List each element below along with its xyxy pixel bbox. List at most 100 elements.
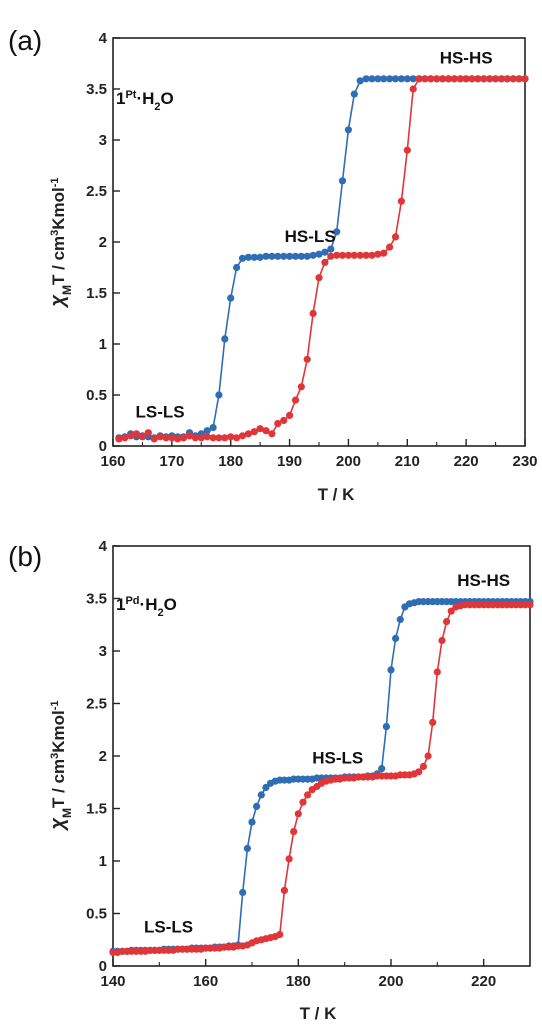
data-point-cooling bbox=[396, 615, 404, 624]
y-tick-label: 3 bbox=[99, 132, 107, 149]
y-tick-label: 1.5 bbox=[86, 801, 107, 818]
data-point-heating bbox=[386, 243, 394, 251]
y-axis-title-b: χMT / cm3Kmol-1 bbox=[47, 700, 74, 831]
data-point-heating bbox=[338, 251, 347, 259]
data-point-cooling bbox=[257, 791, 265, 799]
data-point-heating bbox=[303, 355, 311, 363]
x-tick-label: 180 bbox=[218, 453, 243, 470]
y-tick-label: 2 bbox=[99, 234, 107, 251]
data-point-heating bbox=[497, 75, 506, 83]
data-point-cooling bbox=[209, 424, 217, 432]
data-point-cooling bbox=[239, 888, 247, 897]
x-tick-label: 180 bbox=[286, 973, 311, 990]
data-point-heating bbox=[285, 855, 293, 863]
x-tick-label: 200 bbox=[336, 453, 361, 470]
data-point-cooling bbox=[303, 252, 311, 260]
data-point-heating bbox=[427, 75, 435, 83]
panel-label-a: (a) bbox=[8, 25, 42, 56]
data-point-heating bbox=[150, 435, 158, 443]
data-point-heating bbox=[286, 411, 294, 419]
data-point-cooling bbox=[380, 75, 388, 83]
data-point-cooling bbox=[274, 252, 282, 260]
x-tick-label: 190 bbox=[277, 453, 302, 470]
data-point-heating bbox=[456, 75, 464, 83]
data-point-heating bbox=[244, 430, 252, 438]
data-point-heating bbox=[503, 75, 511, 83]
data-point-cooling bbox=[227, 294, 235, 302]
data-point-cooling bbox=[221, 335, 229, 343]
data-point-cooling bbox=[382, 723, 390, 731]
data-point-heating bbox=[433, 668, 441, 676]
data-point-heating bbox=[315, 274, 323, 282]
x-tick-label: 140 bbox=[100, 973, 125, 990]
data-point-heating bbox=[262, 427, 270, 435]
data-point-heating bbox=[450, 75, 458, 83]
data-point-heating bbox=[115, 435, 123, 443]
data-point-heating bbox=[290, 828, 298, 836]
x-tick-label: 220 bbox=[454, 453, 479, 470]
data-point-heating bbox=[209, 434, 217, 442]
data-point-heating bbox=[374, 250, 382, 258]
x-tick-label: 230 bbox=[512, 453, 537, 470]
data-point-heating bbox=[439, 75, 447, 83]
x-tick-label: 160 bbox=[193, 973, 218, 990]
data-point-cooling bbox=[392, 634, 400, 643]
data-point-cooling bbox=[386, 75, 394, 83]
data-point-heating bbox=[197, 434, 205, 442]
data-point-cooling bbox=[362, 75, 370, 83]
y-tick-label: 0 bbox=[99, 438, 107, 455]
panel-a: (a) 1Pt·H2O χMT / cm3Kmol-1 T / K 160 170… bbox=[8, 25, 538, 504]
data-point-cooling bbox=[280, 252, 288, 260]
data-point-heating bbox=[203, 433, 211, 441]
compound-label-a: 1Pt·H2O bbox=[116, 89, 174, 113]
data-point-heating bbox=[168, 434, 176, 442]
data-point-heating bbox=[443, 618, 451, 626]
data-point-heating bbox=[368, 251, 376, 259]
data-point-cooling bbox=[374, 75, 382, 83]
data-point-cooling bbox=[238, 254, 247, 262]
data-point-heating bbox=[297, 383, 305, 391]
data-point-heating bbox=[380, 249, 388, 257]
data-point-heating bbox=[429, 718, 437, 727]
data-point-heating bbox=[274, 420, 282, 428]
x-tick-label: 170 bbox=[159, 453, 184, 470]
data-point-cooling bbox=[291, 252, 300, 260]
data-point-heating bbox=[526, 601, 534, 609]
data-point-heating bbox=[344, 251, 352, 259]
y-tick-label: 3 bbox=[99, 643, 107, 660]
data-point-heating bbox=[233, 434, 241, 442]
data-point-heating bbox=[521, 75, 529, 83]
state-annotation: HS-HS bbox=[457, 571, 510, 590]
data-point-heating bbox=[138, 433, 146, 441]
data-point-heating bbox=[276, 930, 284, 939]
data-point-cooling bbox=[203, 427, 211, 435]
data-point-heating bbox=[327, 252, 335, 260]
panel-label-b: (b) bbox=[8, 541, 42, 572]
y-tick-label: 2.5 bbox=[86, 696, 107, 713]
data-point-heating bbox=[238, 432, 247, 440]
data-point-heating bbox=[462, 75, 470, 83]
data-point-heating bbox=[486, 75, 494, 83]
data-point-heating bbox=[480, 75, 488, 83]
data-point-cooling bbox=[233, 263, 241, 272]
data-point-heating bbox=[321, 258, 329, 266]
y-axis-title-a: χMT / cm3Kmol-1 bbox=[47, 177, 74, 308]
data-point-heating bbox=[447, 607, 455, 615]
data-point-heating bbox=[221, 434, 229, 442]
state-annotation: LS-LS bbox=[136, 402, 185, 421]
data-point-heating bbox=[162, 434, 170, 442]
data-point-cooling bbox=[286, 252, 294, 260]
data-point-heating bbox=[444, 75, 453, 83]
data-point-cooling bbox=[391, 75, 400, 83]
y-tick-label: 1 bbox=[99, 853, 107, 870]
data-point-cooling bbox=[256, 253, 264, 261]
y-tick-label: 2 bbox=[99, 748, 107, 765]
data-point-cooling bbox=[253, 802, 261, 811]
state-annotation: LS-LS bbox=[144, 917, 193, 936]
data-point-heating bbox=[391, 233, 400, 241]
x-tick-label: 160 bbox=[100, 453, 125, 470]
data-point-cooling bbox=[321, 248, 329, 256]
y-tick-label: 0 bbox=[99, 958, 107, 975]
data-point-cooling bbox=[215, 391, 223, 399]
data-point-heating bbox=[144, 429, 152, 437]
